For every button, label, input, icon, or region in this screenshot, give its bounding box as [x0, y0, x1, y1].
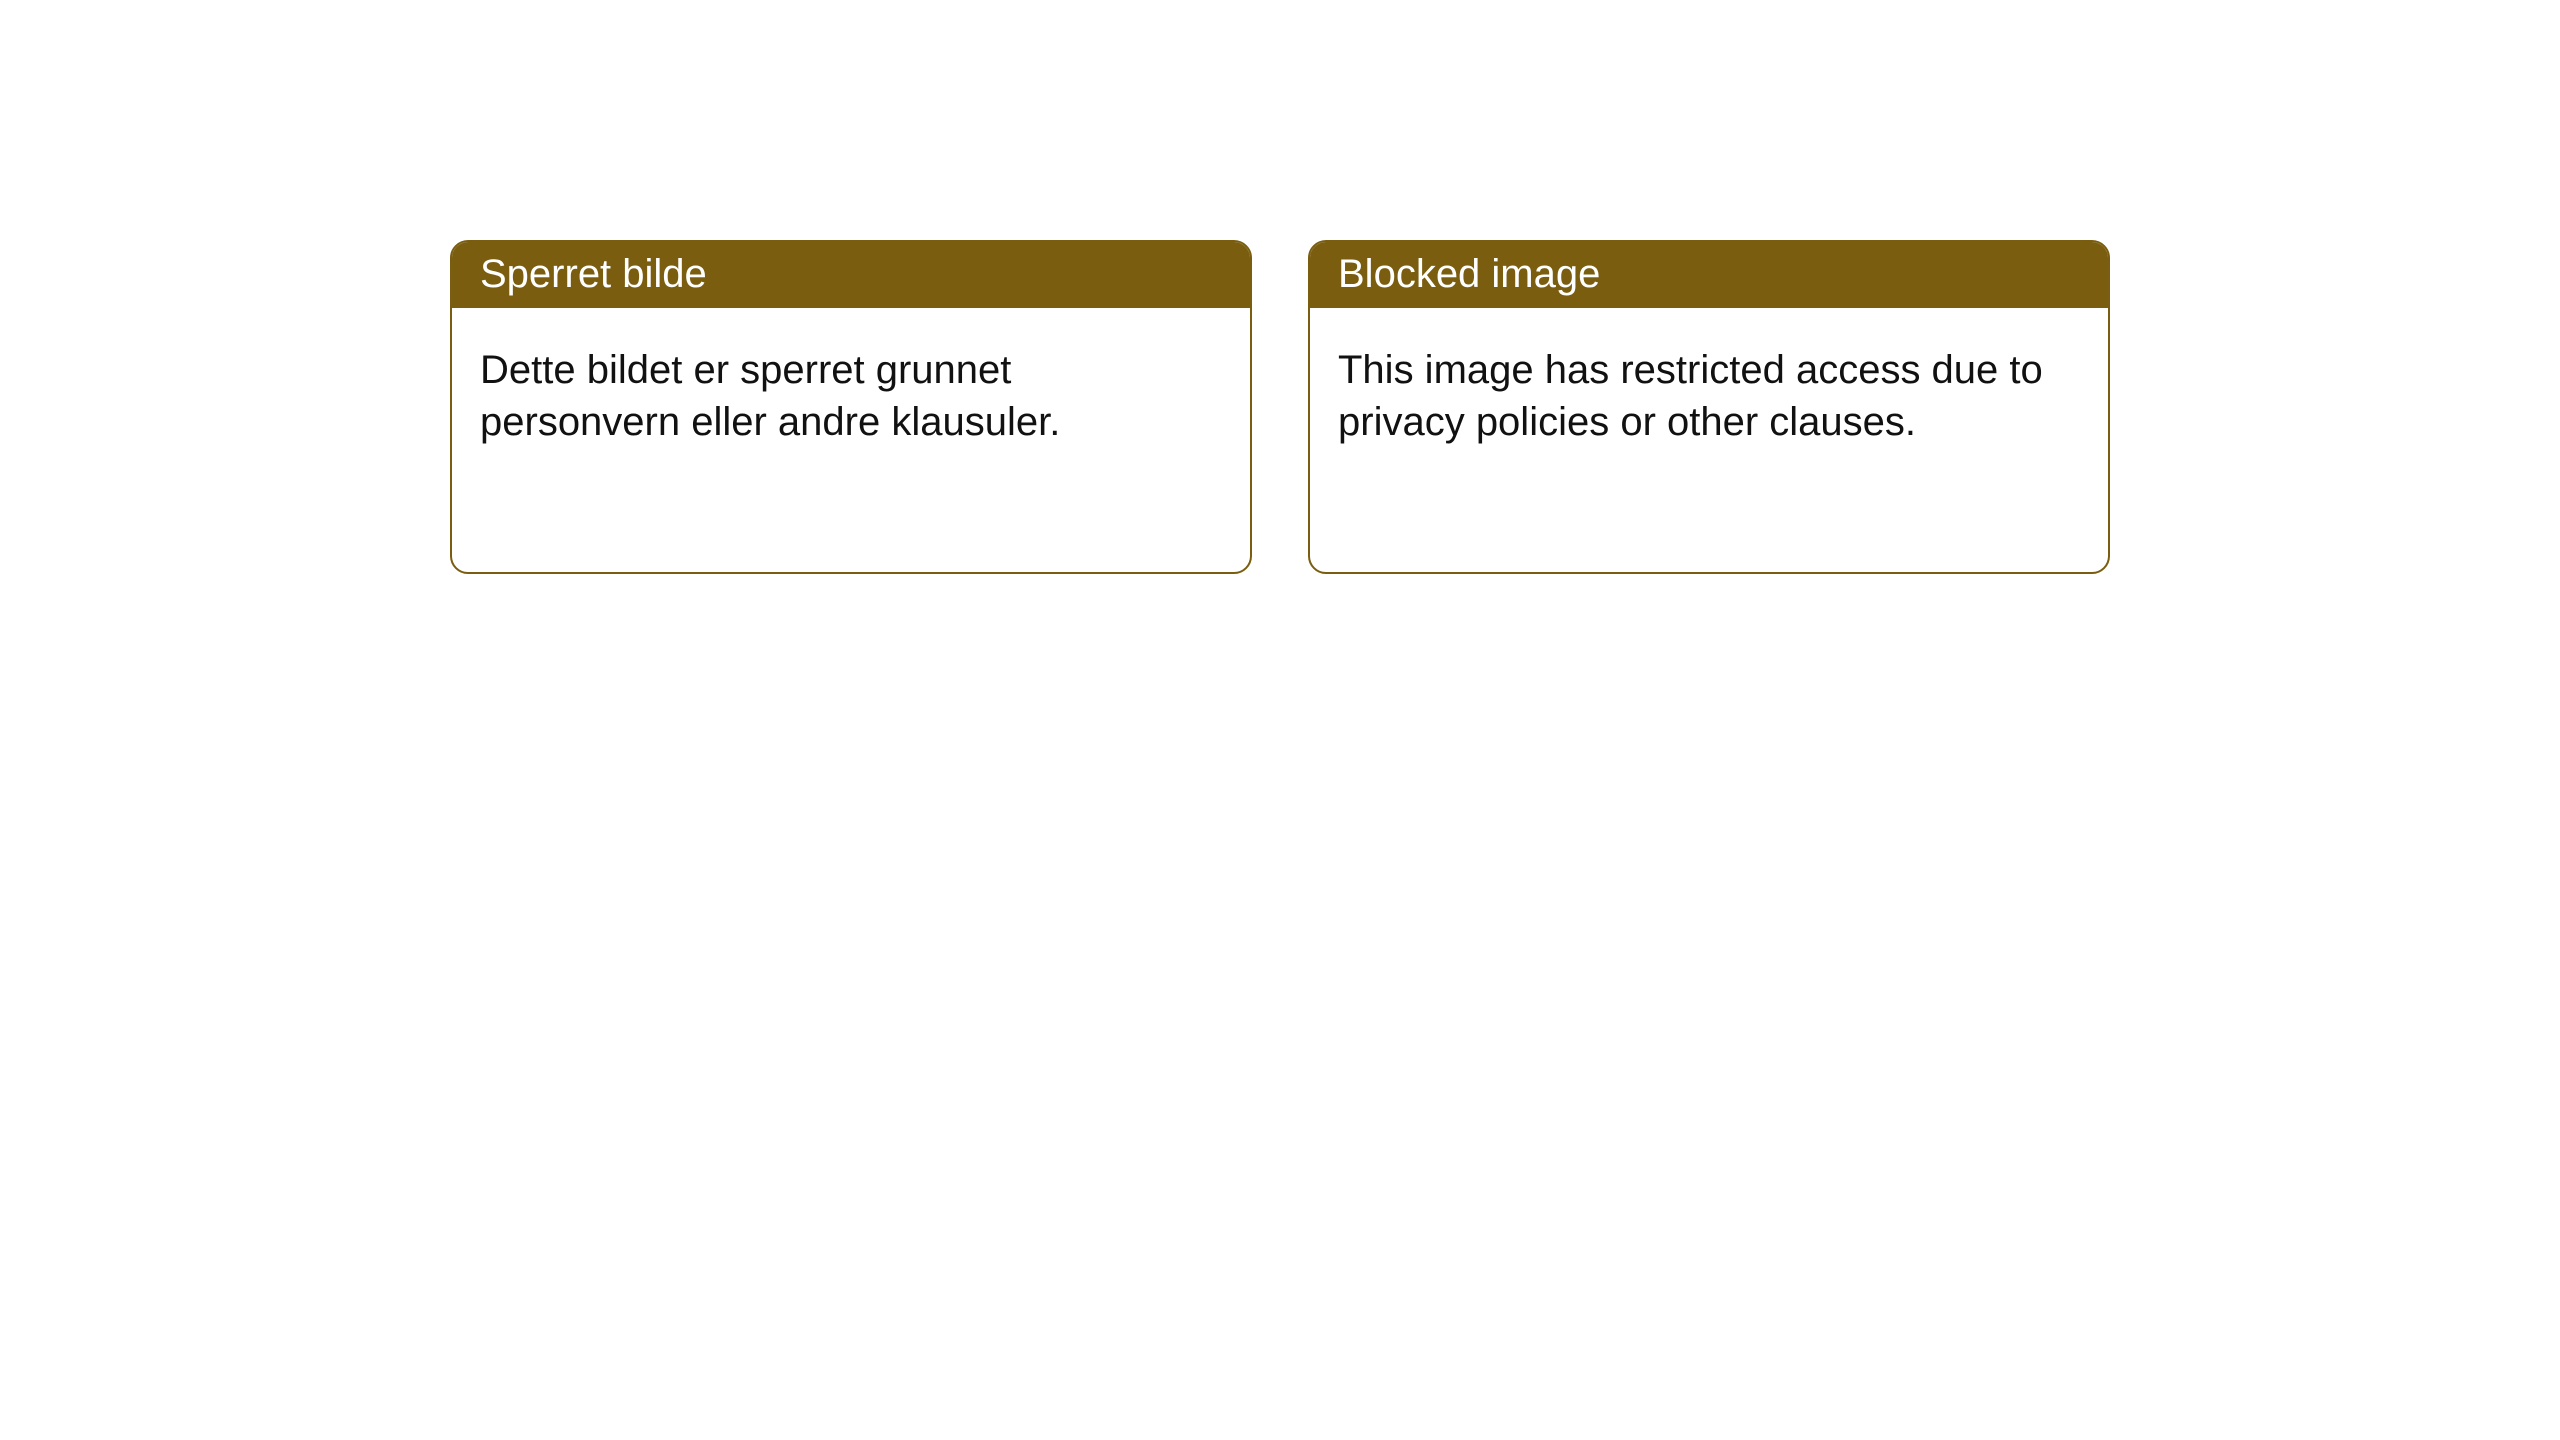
card-message-no: Dette bildet er sperret grunnet personve… — [480, 348, 1060, 444]
card-body-en: This image has restricted access due to … — [1310, 308, 2108, 476]
card-title-en: Blocked image — [1338, 252, 1600, 296]
blocked-image-card-no: Sperret bilde Dette bildet er sperret gr… — [450, 240, 1252, 574]
card-message-en: This image has restricted access due to … — [1338, 348, 2043, 444]
card-header-no: Sperret bilde — [452, 242, 1250, 308]
card-body-no: Dette bildet er sperret grunnet personve… — [452, 308, 1250, 476]
cards-container: Sperret bilde Dette bildet er sperret gr… — [0, 0, 2560, 574]
card-title-no: Sperret bilde — [480, 252, 707, 296]
card-header-en: Blocked image — [1310, 242, 2108, 308]
blocked-image-card-en: Blocked image This image has restricted … — [1308, 240, 2110, 574]
